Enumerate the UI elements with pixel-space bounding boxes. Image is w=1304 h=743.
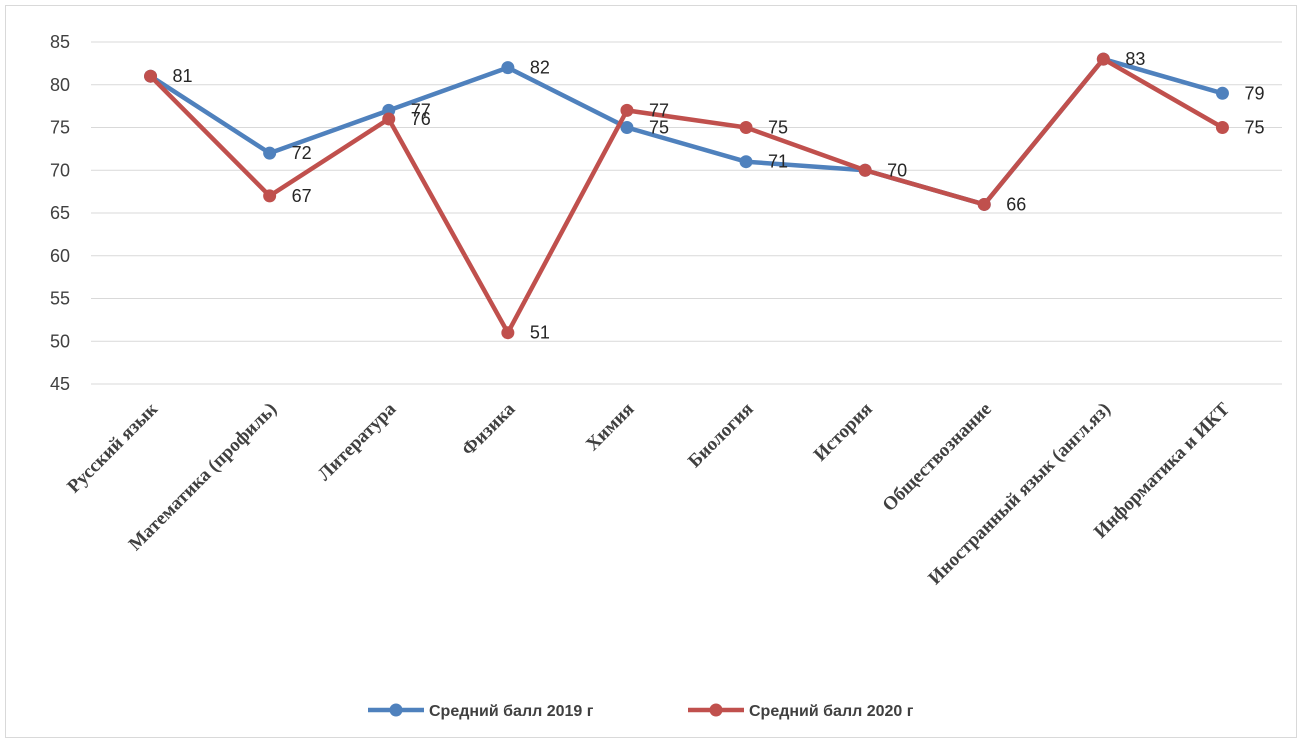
x-category-label: История (810, 399, 877, 466)
data-label: 75 (649, 118, 669, 138)
data-point (858, 163, 872, 177)
data-point (620, 103, 634, 117)
data-point (263, 189, 277, 203)
x-category-label: Физика (458, 398, 520, 460)
y-tick-label: 75 (50, 118, 70, 138)
data-label: 77 (411, 100, 431, 120)
data-label: 70 (887, 160, 907, 180)
y-tick-label: 60 (50, 246, 70, 266)
data-point (739, 121, 753, 134)
data-label: 66 (1006, 194, 1026, 214)
y-tick-label: 80 (50, 75, 70, 95)
data-label: 79 (1244, 83, 1264, 103)
x-category-label: Русский язык (63, 399, 162, 498)
series-line-2 (148, 56, 1225, 335)
y-tick-label: 50 (50, 331, 70, 351)
legend-label-1: Средний балл 2019 г (429, 703, 594, 720)
data-label: 51 (530, 323, 550, 343)
data-point (1096, 52, 1110, 66)
data-point (382, 112, 396, 126)
data-point (501, 326, 515, 340)
y-tick-label: 55 (50, 289, 70, 309)
series-line-1 (148, 56, 1225, 207)
data-label: 71 (768, 152, 788, 172)
data-label: 83 (1125, 49, 1145, 69)
legend-marker-1 (389, 703, 403, 717)
data-label: 82 (530, 58, 550, 78)
data-point (501, 61, 515, 75)
y-tick-label: 70 (50, 160, 70, 180)
data-point (620, 121, 634, 134)
x-category-label: Биология (684, 399, 757, 472)
x-category-label: Литература (314, 398, 401, 485)
data-label: 75 (1244, 118, 1264, 138)
data-label: 81 (173, 66, 193, 86)
y-tick-label: 85 (50, 32, 70, 52)
data-point (1215, 121, 1229, 134)
data-label: 76 (411, 109, 431, 129)
data-label: 77 (649, 100, 669, 120)
data-label: 67 (292, 186, 312, 206)
legend-label-2: Средний балл 2020 г (749, 703, 914, 720)
x-category-label: Обществознание (879, 399, 996, 516)
data-point (263, 146, 277, 160)
x-category-label: Информатика и ИКТ (1090, 398, 1234, 542)
data-label: 72 (292, 143, 312, 163)
data-point (739, 155, 753, 169)
data-label: 75 (768, 118, 788, 138)
y-tick-label: 45 (50, 374, 70, 394)
x-category-label: Химия (582, 399, 638, 455)
legend-marker-2 (709, 703, 723, 717)
data-point (977, 197, 991, 211)
y-tick-label: 65 (50, 203, 70, 223)
data-point (1215, 86, 1229, 100)
data-point (144, 69, 158, 83)
